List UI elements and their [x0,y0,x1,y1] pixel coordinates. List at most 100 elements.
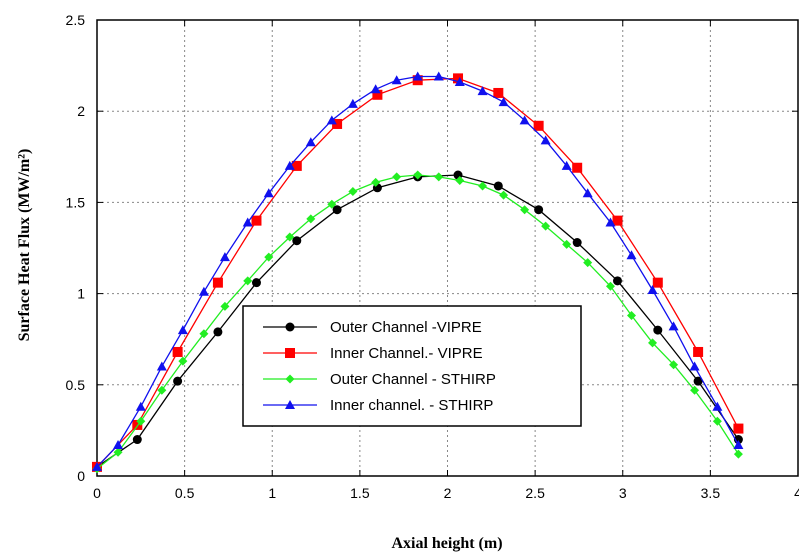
data-point [498,97,509,107]
y-tick-label: 2.5 [66,12,86,28]
legend-label: Inner channel. - STHIRP [330,397,493,414]
data-point [156,361,167,371]
data-point [572,238,582,248]
data-point [455,176,465,186]
data-point [653,325,663,335]
data-point [285,400,295,409]
data-point [519,115,530,125]
data-point [332,205,342,215]
data-point [306,214,316,224]
data-point [135,401,146,411]
data-point [690,385,700,395]
data-point [327,199,337,209]
data-point [493,181,503,191]
data-point [285,232,295,242]
x-axis-title: Axial height (m) [391,535,502,552]
y-tick-label: 1.5 [66,194,86,210]
x-tick-label: 2 [444,485,452,501]
data-point [562,239,572,249]
data-point [292,236,302,246]
x-tick-label: 0 [93,485,101,501]
data-point [712,416,722,426]
data-point [477,86,488,96]
data-point [212,277,223,288]
data-point [136,416,146,426]
axis-ticks: 0 0.5 1 1.5 2 2.5 3 3.5 4 0 0.5 1 1.5 2 2.5 [66,12,799,501]
data-point [177,325,188,335]
series [92,170,743,474]
data-point [264,252,274,262]
data-point [413,170,423,180]
legend-box [242,305,582,427]
data-point [433,71,444,81]
legend-label: Outer Channel -VIPRE [330,319,482,336]
data-point [372,89,383,100]
data-point [561,160,572,170]
y-tick-label: 0 [77,468,85,484]
data-point [534,205,544,215]
legend-label: Outer Channel - STHIRP [330,371,496,388]
legend: Outer Channel -VIPRE Inner Channel.- VIPR… [242,305,582,427]
data-point [285,374,295,384]
legend-label: Inner Channel.- VIPRE [330,345,483,362]
data-point [453,73,464,84]
data-point [693,346,704,357]
data-point [454,77,465,87]
data-point [305,137,316,147]
data-point [572,162,583,173]
data-point [733,423,744,434]
data-point [612,215,623,226]
data-point [648,338,658,348]
data-point [712,401,723,411]
data-point [499,190,509,200]
data-point [251,215,262,226]
data-point [669,360,679,370]
data-point [219,252,230,262]
data-point [693,376,703,386]
data-point [157,385,167,395]
data-point [520,205,530,215]
y-tick-label: 0.5 [66,377,86,393]
data-point [173,376,183,386]
data-point [647,284,658,294]
data-point [493,87,504,98]
data-point [533,120,544,131]
data-point [326,115,337,125]
data-point [242,217,253,227]
data-point [198,286,209,296]
x-tick-label: 1.5 [350,485,370,501]
series-layer [92,71,744,474]
data-point [689,361,700,371]
data-point [220,301,230,311]
series [92,71,744,471]
data-point [605,217,616,227]
data-point [113,447,123,457]
data-point [582,188,593,198]
data-point [243,276,253,286]
data-point [348,186,358,196]
data-point [285,322,295,332]
data-point [612,276,622,286]
data-point [113,439,124,449]
data-point [284,160,295,170]
data-point [285,348,295,358]
data-point [213,327,223,337]
data-point [583,258,593,268]
data-point [733,449,743,459]
data-point [132,435,142,445]
data-point [370,84,381,94]
data-point [627,310,637,320]
data-point [132,419,143,430]
data-point [626,250,637,260]
data-point [478,181,488,191]
data-point [392,172,402,182]
data-point [347,98,358,108]
data-point [434,172,444,182]
x-tick-label: 1 [268,485,276,501]
data-point [371,177,381,187]
data-point [263,188,274,198]
data-point [332,118,343,129]
x-tick-label: 4 [794,485,799,501]
data-point [733,439,744,449]
